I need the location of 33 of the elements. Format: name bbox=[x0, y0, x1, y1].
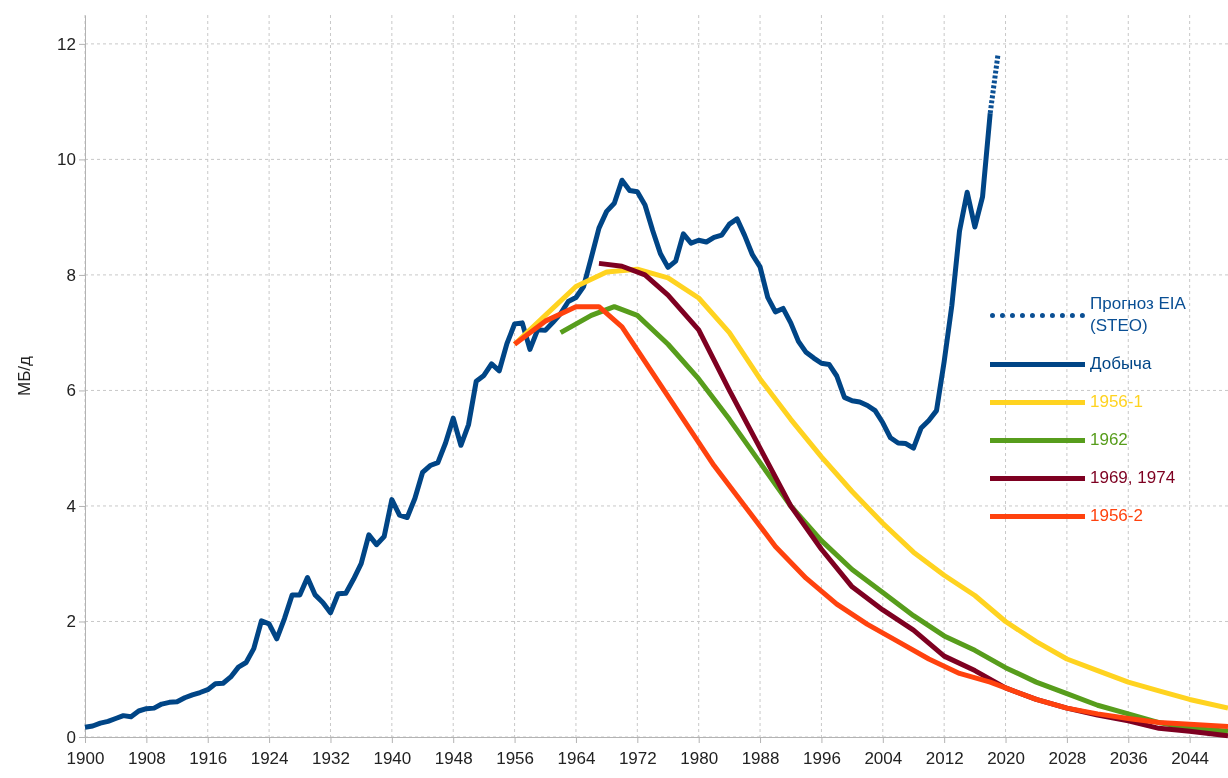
y-axis-title: МБ/д bbox=[15, 355, 34, 396]
x-tick-label: 1996 bbox=[803, 748, 841, 768]
x-tick-label: 2036 bbox=[1109, 748, 1148, 768]
x-tick-label: 2004 bbox=[864, 748, 903, 768]
text: 1962 bbox=[1090, 429, 1129, 451]
y-tick-label: 6 bbox=[66, 381, 76, 401]
x-tick-label: 2028 bbox=[1048, 748, 1087, 768]
text: Добыча bbox=[1090, 353, 1153, 375]
x-tick-label: 1980 bbox=[680, 748, 719, 768]
text: 1956-2 bbox=[1090, 505, 1144, 527]
y-tick-label: 2 bbox=[66, 612, 76, 632]
x-tick-label: 1932 bbox=[312, 748, 350, 768]
text: 1969, 1974 bbox=[1090, 467, 1177, 489]
x-tick-label: 2020 bbox=[987, 748, 1025, 768]
x-tick-label: 1924 bbox=[250, 748, 289, 768]
text: Прогноз EIA (STEO) bbox=[1090, 293, 1187, 337]
x-tick-label: 2044 bbox=[1171, 748, 1210, 768]
x-tick-label: 1900 bbox=[66, 748, 105, 768]
x-tick-label: 1916 bbox=[189, 748, 228, 768]
x-tick-label: 1972 bbox=[618, 748, 657, 768]
y-tick-label: 0 bbox=[66, 727, 76, 747]
x-tick-label: 1964 bbox=[557, 748, 596, 768]
x-tick-label: 1940 bbox=[373, 748, 412, 768]
x-tick-label: 2012 bbox=[925, 748, 964, 768]
y-tick-label: 4 bbox=[66, 496, 76, 516]
text: 1956-1 bbox=[1090, 391, 1144, 413]
y-tick-label: 10 bbox=[57, 150, 76, 170]
y-tick-label: 8 bbox=[66, 265, 76, 285]
x-tick-label: 1948 bbox=[434, 748, 473, 768]
y-tick-label: 12 bbox=[57, 34, 76, 54]
x-tick-label: 1956 bbox=[496, 748, 534, 768]
x-tick-label: 1988 bbox=[741, 748, 780, 768]
x-tick-label: 1908 bbox=[127, 748, 166, 768]
